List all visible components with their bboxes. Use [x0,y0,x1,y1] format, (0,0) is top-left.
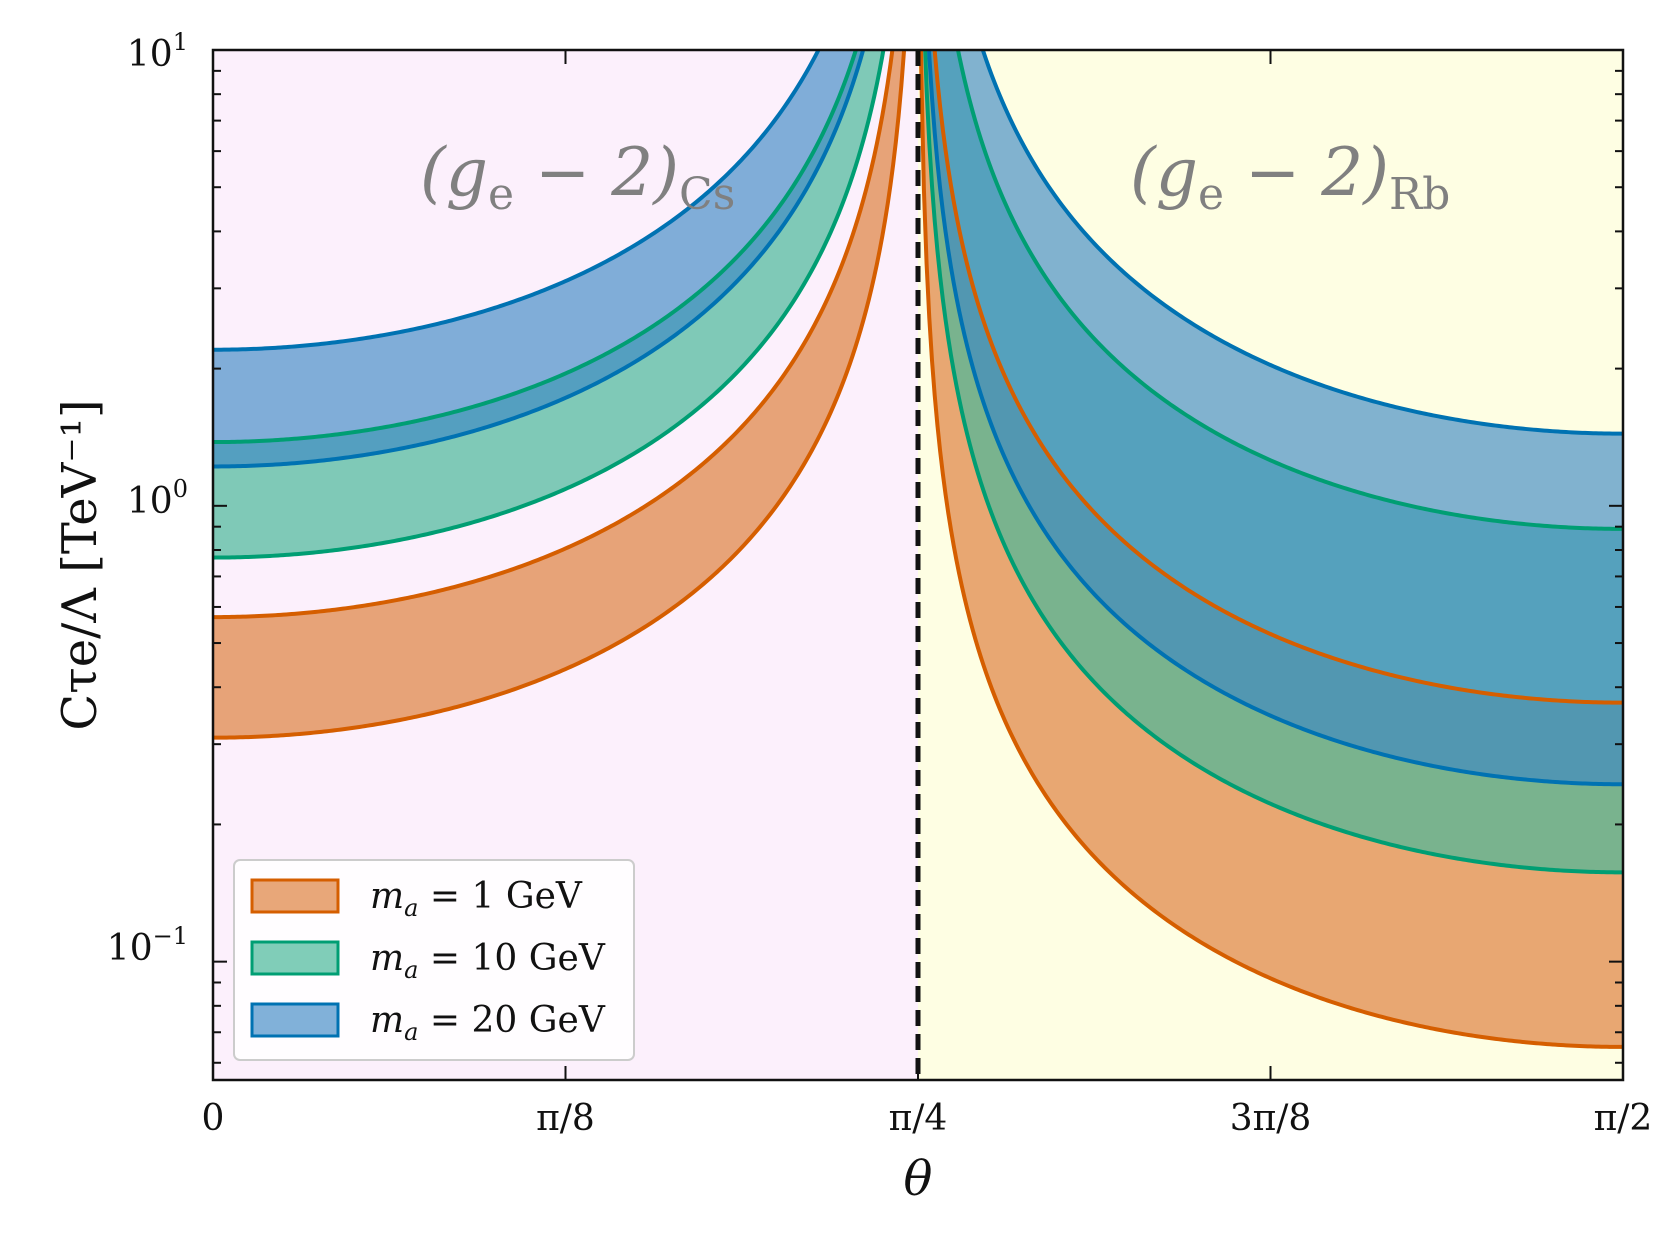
band-edge-upper-right-ma-20-gev [980,50,1623,436]
legend-swatch-20gev [250,1002,340,1038]
region-label-cs: (ge − 2)Cs [420,134,735,220]
x-tick-label-pi-4: π/4 [889,1098,948,1139]
x-tick-label-3pi-8: 3π/8 [1230,1098,1312,1139]
band-edge-lower-left-ma-10-gev [213,50,886,560]
band-left-ma-20-gev [213,50,864,467]
x-tick-label-pi-8: π/8 [536,1098,595,1139]
x-axis-title: θ [904,1151,933,1207]
legend-swatch-1gev [250,878,340,914]
band-edge-lower-left-ma-1-gev [213,50,907,740]
y-tick-label-1: 100 [127,475,188,522]
plot-frame [211,48,1625,1082]
y-axis-title: Cτe/Λ [TeV⁻¹] [52,399,108,730]
legend: ma = 1 GeV ma = 10 GeV ma = 20 GeV [233,859,635,1061]
region-label-rb: (ge − 2)Rb [1130,134,1450,220]
band-edge-lower-right-ma-20-gev [927,50,1623,787]
legend-label-10gev: ma = 10 GeV [370,938,606,984]
band-edge-upper-left-ma-20-gev [213,50,821,352]
band-edge-upper-right-ma-1-gev [932,50,1623,705]
x-tick-labels: 0 π/8 π/4 3π/8 π/2 [202,1098,1653,1139]
band-edge-upper-left-ma-10-gev [213,50,858,445]
band-edge-lower-right-ma-1-gev [919,50,1623,1049]
legend-label-1gev: ma = 1 GeV [370,876,583,922]
bands-layer [213,50,1623,1049]
band-left-ma-1-gev [213,50,905,738]
x-tick-label-0: 0 [202,1098,225,1139]
band-edge-lower-left-ma-20-gev [213,50,866,469]
y-tick-labels: 10−1 100 101 [107,28,188,969]
x-tick-label-pi-2: π/2 [1594,1098,1653,1139]
legend-swatch-10gev [250,940,340,976]
band-edge-lower-right-ma-10-gev [923,50,1623,875]
band-edge-upper-left-ma-1-gev [213,50,895,620]
legend-label-20gev: ma = 20 GeV [370,1000,606,1046]
y-tick-label-10: 101 [127,28,188,75]
y-tick-label-0.1: 10−1 [107,922,188,969]
band-edge-upper-right-ma-10-gev [955,50,1623,531]
